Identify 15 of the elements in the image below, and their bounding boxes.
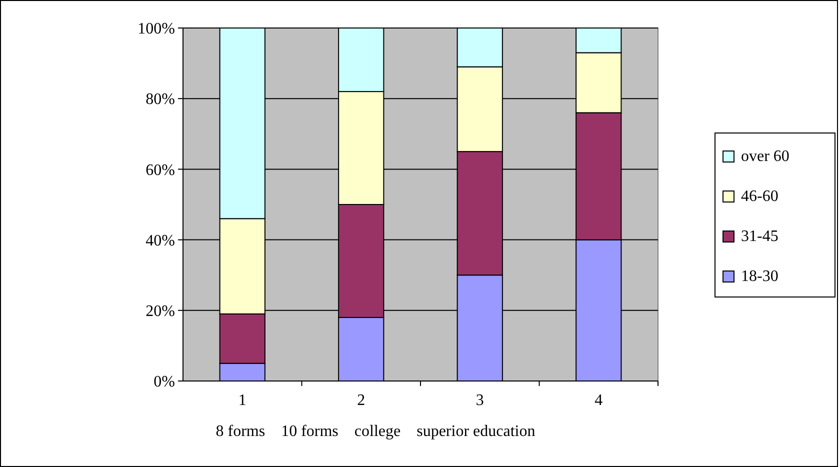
y-tick-label: 100% (138, 20, 175, 38)
x-tick-label: 2 (357, 392, 366, 409)
y-tick-label: 40% (146, 232, 175, 250)
legend-label: over 60 (741, 148, 790, 165)
y-tick-label: 20% (146, 303, 175, 320)
x-tick-label: 4 (594, 392, 603, 409)
x-tick-label: 1 (238, 392, 246, 409)
y-tick-label: 60% (146, 162, 175, 179)
x-tick-label: 3 (476, 392, 484, 409)
legend-label: 31-45 (741, 228, 778, 245)
legend-label: 18-30 (741, 268, 778, 285)
y-tick-label: 80% (146, 91, 175, 108)
x-axis-title: 8 forms 10 forms college superior education (216, 423, 536, 440)
legend-label: 46-60 (741, 188, 778, 205)
y-tick-label: 0% (154, 374, 175, 391)
